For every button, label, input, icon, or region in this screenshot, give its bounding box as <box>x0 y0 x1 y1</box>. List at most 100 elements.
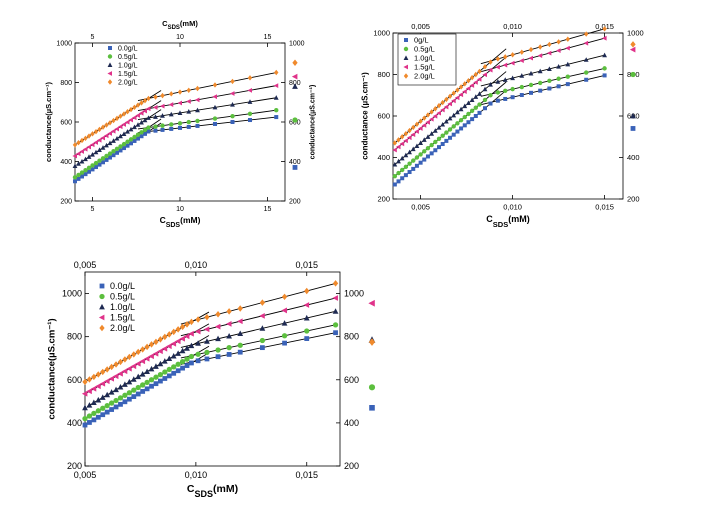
chart-panel-3: 0,005 0,005 0,010 0,010 0,015 0,015 200 200 400 4… <box>46 260 376 499</box>
data-point <box>399 155 405 161</box>
data-point <box>396 170 401 176</box>
data-point <box>213 121 217 126</box>
data-point <box>440 133 445 138</box>
data-point <box>188 318 195 326</box>
data-point <box>488 93 493 98</box>
data-point <box>114 146 120 152</box>
data-point <box>259 299 266 306</box>
data-point <box>86 144 91 150</box>
data-point <box>110 128 116 134</box>
data-point <box>510 60 515 66</box>
data-point <box>469 74 475 81</box>
data-point <box>392 147 397 153</box>
data-point <box>528 46 534 53</box>
data-point <box>195 85 200 92</box>
data-point <box>528 55 533 61</box>
data-point <box>462 103 468 109</box>
data-point <box>248 118 252 123</box>
data-point <box>186 99 191 104</box>
data-point <box>117 395 124 401</box>
data-point <box>414 143 420 149</box>
top-x-tick-label: 0,005 <box>74 260 97 270</box>
data-point <box>111 117 116 124</box>
data-point <box>89 142 95 148</box>
data-point <box>112 373 119 380</box>
data-point <box>303 302 310 308</box>
data-point <box>425 112 431 118</box>
data-point <box>229 91 235 96</box>
data-point <box>332 280 339 287</box>
fit-line-pre <box>76 90 162 145</box>
data-point <box>421 137 427 142</box>
data-point <box>148 365 155 372</box>
data-point <box>86 133 92 139</box>
data-point <box>121 131 127 136</box>
data-point <box>146 115 151 120</box>
data-point <box>584 70 589 75</box>
data-point <box>304 336 310 341</box>
fit-line-post <box>180 332 336 365</box>
x-tick-label: 0,010 <box>503 203 522 212</box>
data-point <box>175 350 182 356</box>
data-point <box>274 108 279 113</box>
data-point <box>546 50 552 56</box>
data-point <box>422 149 427 154</box>
data-point <box>160 113 165 118</box>
data-point <box>135 360 141 367</box>
data-point <box>142 108 147 114</box>
data-point <box>528 70 534 76</box>
data-point <box>104 157 109 162</box>
data-point <box>117 358 124 366</box>
right-y-tick-label: 400 <box>344 418 359 428</box>
data-point <box>477 102 482 107</box>
data-point <box>139 130 144 135</box>
data-point <box>418 160 423 165</box>
data-point <box>97 162 102 167</box>
x-tick-label: 0,005 <box>411 203 430 212</box>
outlier-point <box>630 112 636 119</box>
data-point <box>171 370 177 376</box>
x-tick-label: 0,015 <box>595 203 614 212</box>
data-point <box>131 351 137 358</box>
data-point <box>547 78 552 84</box>
data-point <box>168 102 174 107</box>
fit-line-post <box>480 54 605 87</box>
data-point <box>519 49 524 55</box>
data-point <box>466 78 471 84</box>
data-point <box>395 144 401 150</box>
outlier-point <box>292 83 298 89</box>
y-tick-label: 200 <box>60 198 72 205</box>
data-point <box>96 137 102 143</box>
data-point <box>128 137 134 142</box>
data-point <box>425 154 430 159</box>
data-point <box>230 113 235 119</box>
data-point <box>602 35 607 41</box>
data-point <box>113 397 119 404</box>
data-point <box>392 140 398 146</box>
data-point <box>79 137 85 144</box>
data-point <box>433 106 438 112</box>
data-point <box>72 175 78 180</box>
data-point <box>90 167 95 172</box>
data-point <box>177 100 182 106</box>
y-axis-label: conductance(µS.cm⁻¹) <box>46 318 57 419</box>
data-point <box>495 64 500 70</box>
data-point <box>333 330 338 336</box>
x-tick-label: 5 <box>91 206 95 213</box>
data-point <box>538 44 543 50</box>
data-point <box>107 120 113 126</box>
data-point <box>79 158 85 164</box>
outlier-point <box>292 165 298 170</box>
data-point <box>179 347 186 354</box>
data-point <box>95 383 101 390</box>
data-point <box>131 394 137 399</box>
data-point <box>97 147 102 153</box>
data-point <box>72 142 78 148</box>
data-point <box>169 122 174 127</box>
data-point <box>180 365 185 371</box>
fit-line-post <box>137 72 277 102</box>
data-point <box>126 390 132 396</box>
data-point <box>583 40 589 46</box>
y-tick-label: 400 <box>377 153 390 162</box>
data-point <box>204 356 210 362</box>
